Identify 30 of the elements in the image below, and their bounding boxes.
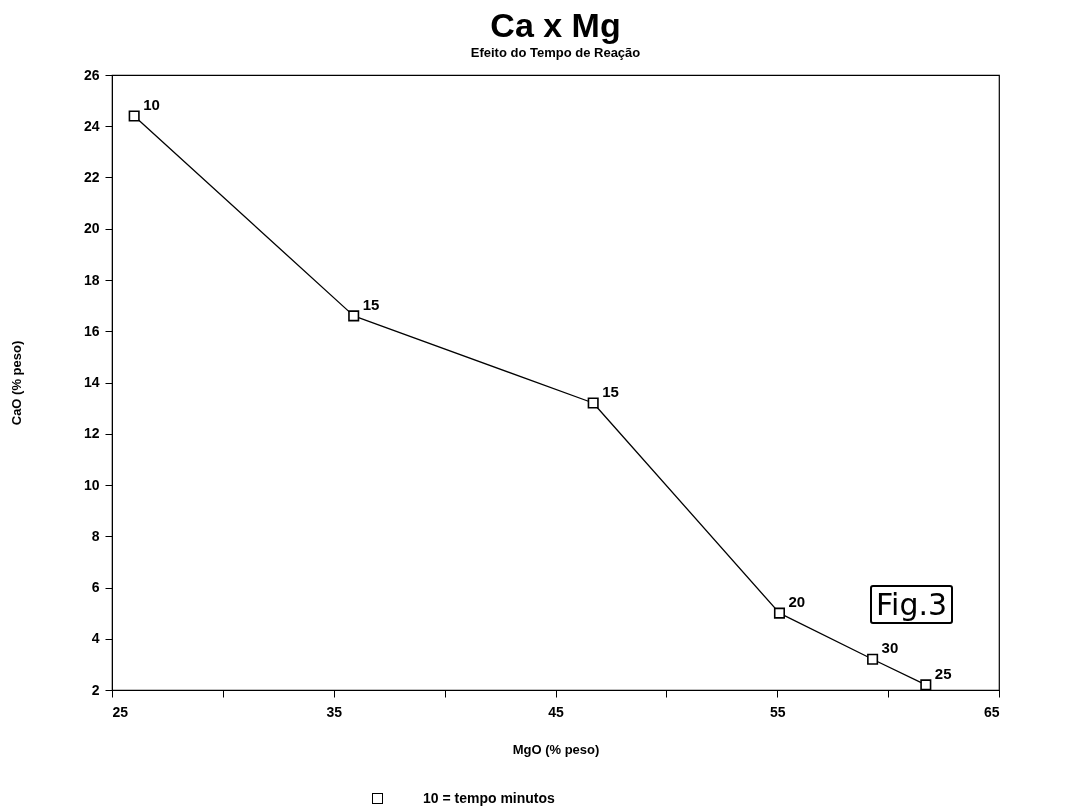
- x-tick-label: 55: [769, 703, 786, 720]
- x-tick-label: 45: [548, 703, 564, 720]
- y-tick-label: 26: [83, 66, 100, 83]
- x-tick-label: 25: [112, 703, 129, 720]
- y-tick-label: 22: [83, 169, 100, 185]
- annotation: 20: [788, 593, 806, 611]
- y-tick-label: 8: [91, 527, 100, 544]
- y-tick-label: 24: [83, 117, 100, 134]
- annotation: Fig.3: [870, 585, 954, 624]
- annotation: 30: [881, 639, 899, 657]
- x-axis-title: MgO (% peso): [512, 741, 600, 757]
- y-tick-label: 20: [83, 220, 100, 237]
- x-tick-label: 35: [326, 703, 343, 720]
- y-tick-label: 2: [91, 681, 100, 698]
- text: 10 = tempo minutos: [423, 790, 555, 806]
- annotation: 10: [143, 96, 160, 113]
- y-tick-label: 10: [83, 476, 100, 493]
- annotation: 15: [362, 295, 380, 313]
- x-tick-label: 65: [983, 703, 1000, 720]
- y-tick-label: 14: [83, 374, 100, 390]
- y-tick-label: 6: [91, 579, 100, 595]
- annotation: 15: [602, 383, 619, 400]
- y-tick-label: 4: [91, 630, 100, 647]
- chart-subtitle: Efeito do Tempo de Reação: [470, 45, 641, 60]
- annotation: 25: [934, 664, 952, 682]
- y-tick-label: 18: [83, 271, 100, 288]
- y-axis-title: CaO (% peso): [8, 340, 24, 426]
- chart-title: Ca x Mg: [490, 6, 621, 44]
- y-tick-label: 16: [83, 322, 100, 339]
- y-tick-label: 12: [83, 425, 100, 442]
